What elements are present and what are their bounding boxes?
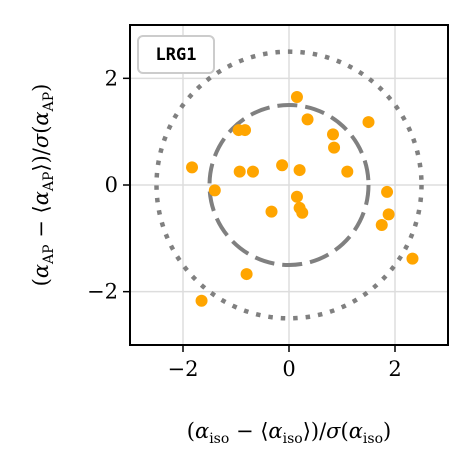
- scatter-point: [239, 124, 252, 137]
- scatter-point: [246, 165, 259, 178]
- x-axis-label: (αiso − ⟨αiso⟩)/σ(αiso): [187, 419, 391, 447]
- y-tick-label: 2: [105, 66, 118, 90]
- legend: LRG1: [137, 35, 215, 74]
- axis-ticks: −2 0 2 −2 0 2: [87, 66, 402, 381]
- scatter-point: [328, 141, 341, 154]
- legend-label: LRG1: [156, 45, 197, 65]
- scatter-point: [382, 208, 395, 221]
- scatter-point: [240, 268, 253, 281]
- scatter-point: [265, 205, 278, 218]
- scatter-point: [293, 164, 306, 177]
- reference-circles: [154, 49, 424, 321]
- scatter-point: [326, 128, 339, 141]
- gridlines: [130, 25, 448, 345]
- scatter-point: [301, 113, 314, 126]
- data-points: [186, 91, 419, 307]
- scatter-point: [341, 165, 354, 178]
- y-tick-label: −2: [87, 280, 118, 304]
- scatter-point: [233, 165, 246, 178]
- scatter-point: [381, 185, 394, 198]
- y-tick-label: 0: [105, 173, 118, 197]
- x-tick-label: 2: [388, 357, 401, 381]
- scatter-point: [208, 184, 221, 197]
- scatter-point: [296, 206, 309, 219]
- x-tick-label: −2: [168, 357, 199, 381]
- scatter-point: [186, 161, 199, 174]
- x-tick-label: 0: [282, 357, 295, 381]
- scatter-point: [195, 294, 208, 307]
- y-axis-label: (αAP − ⟨αAP⟩)/σ(αAP): [29, 84, 57, 287]
- scatter-point: [362, 116, 375, 129]
- scatter-point: [276, 159, 289, 172]
- scatter-point: [290, 91, 303, 103]
- scatter-point: [375, 219, 388, 231]
- scatter-point: [406, 252, 419, 265]
- legend-box: [137, 35, 215, 74]
- inner-dashed-circle: [207, 103, 371, 267]
- scatter-point: [290, 190, 303, 203]
- outer-dotted-circle: [154, 49, 424, 321]
